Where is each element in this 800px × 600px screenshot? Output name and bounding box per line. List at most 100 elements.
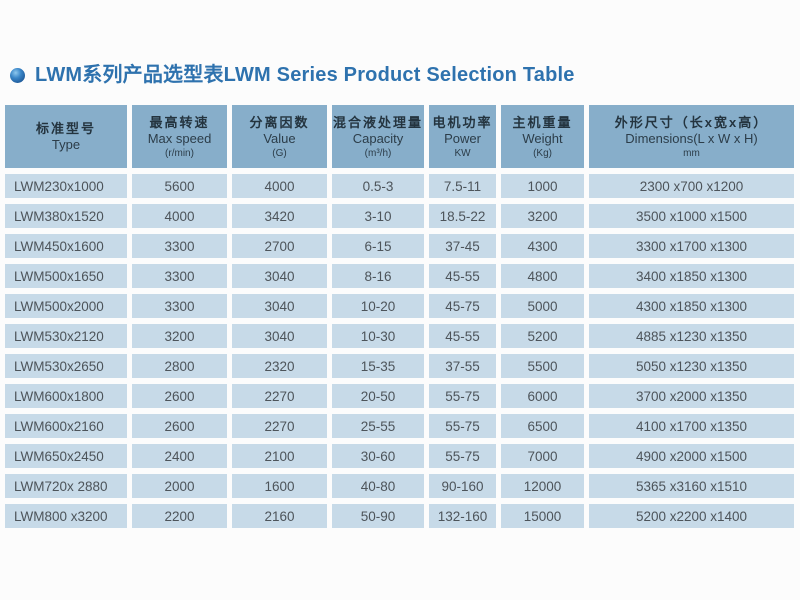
value-cell: 2100 xyxy=(232,444,327,468)
column-header-6: 主机重量 Weight (Kg) xyxy=(501,105,585,168)
column-header-en: Dimensions(L x W x H) xyxy=(625,130,758,146)
value-cell: 55-75 xyxy=(429,384,497,408)
value-cell: 5600 xyxy=(132,174,227,198)
table-header: 标准型号 Type 最高转速 Max speed (r/min) 分离因数 Value (G)… xyxy=(5,105,795,168)
model-cell: LWM720x 2880 xyxy=(5,474,127,498)
value-cell: 4300 xyxy=(501,234,585,258)
column-header-zh: 混合液处理量 xyxy=(333,114,424,130)
value-cell: 37-55 xyxy=(429,354,497,378)
value-cell: 0.5-3 xyxy=(332,174,425,198)
column-header-unit: KW xyxy=(454,147,471,159)
table-row: LWM230x1000 5600 4000 0.5-3 7.5-11 1000 2300 x… xyxy=(5,174,795,198)
value-cell: 5200 x2200 x1400 xyxy=(589,504,795,528)
value-cell: 5000 xyxy=(501,294,585,318)
column-header-unit: (G) xyxy=(272,147,287,159)
value-cell: 3300 x1700 x1300 xyxy=(589,234,795,258)
table-row: LWM800 x3200 2200 2160 50-90 132-160 15000 520… xyxy=(5,504,795,528)
value-cell: 2400 xyxy=(132,444,227,468)
table-row: LWM530x2650 2800 2320 15-35 37-55 5500 5050 x1… xyxy=(5,354,795,378)
model-cell: LWM380x1520 xyxy=(5,204,127,228)
value-cell: 5050 x1230 x1350 xyxy=(589,354,795,378)
value-cell: 2320 xyxy=(232,354,327,378)
value-cell: 1600 xyxy=(232,474,327,498)
model-cell: LWM600x2160 xyxy=(5,414,127,438)
value-cell: 3420 xyxy=(232,204,327,228)
column-header-zh: 最高转速 xyxy=(149,114,210,130)
value-cell: 50-90 xyxy=(332,504,425,528)
page-title-row: LWM系列产品选型表LWM Series Product Selection T… xyxy=(10,64,800,86)
value-cell: 4885 x1230 x1350 xyxy=(589,324,795,348)
value-cell: 3300 xyxy=(132,234,227,258)
value-cell: 4100 x1700 x1350 xyxy=(589,414,795,438)
value-cell: 40-80 xyxy=(332,474,425,498)
column-header-3: 分离因数 Value (G) xyxy=(232,105,327,168)
bullet-icon xyxy=(10,67,25,83)
value-cell: 1000 xyxy=(501,174,585,198)
value-cell: 90-160 xyxy=(429,474,497,498)
model-cell: LWM530x2650 xyxy=(5,354,127,378)
value-cell: 37-45 xyxy=(429,234,497,258)
value-cell: 20-50 xyxy=(332,384,425,408)
column-header-en: Weight xyxy=(522,130,563,146)
column-header-en: Max speed xyxy=(147,130,212,146)
value-cell: 15000 xyxy=(501,504,585,528)
value-cell: 18.5-22 xyxy=(429,204,497,228)
value-cell: 45-75 xyxy=(429,294,497,318)
value-cell: 2800 xyxy=(132,354,227,378)
model-cell: LWM450x1600 xyxy=(5,234,127,258)
column-header-en: Value xyxy=(263,130,296,146)
value-cell: 2270 xyxy=(232,414,327,438)
value-cell: 6-15 xyxy=(332,234,425,258)
value-cell: 5500 xyxy=(501,354,585,378)
value-cell: 2600 xyxy=(132,414,227,438)
value-cell: 3-10 xyxy=(332,204,425,228)
value-cell: 2000 xyxy=(132,474,227,498)
column-header-en: Power xyxy=(444,130,481,146)
column-header-unit: (r/min) xyxy=(165,147,194,159)
table-row: LWM380x1520 4000 3420 3-10 18.5-22 3200 3500 x… xyxy=(5,204,795,228)
value-cell: 15-35 xyxy=(332,354,425,378)
model-cell: LWM650x2450 xyxy=(5,444,127,468)
value-cell: 10-20 xyxy=(332,294,425,318)
column-header-unit: (Kg) xyxy=(533,147,552,159)
value-cell: 3040 xyxy=(232,324,327,348)
value-cell: 55-75 xyxy=(429,414,497,438)
value-cell: 3040 xyxy=(232,294,327,318)
column-header-1: 标准型号 Type xyxy=(5,105,127,168)
table-row: LWM500x2000 3300 3040 10-20 45-75 5000 4300 x1… xyxy=(5,294,795,318)
value-cell: 5200 xyxy=(501,324,585,348)
column-header-zh: 外形尺寸（长x宽x高） xyxy=(614,114,769,130)
column-header-en: Capacity xyxy=(352,130,404,146)
value-cell: 25-55 xyxy=(332,414,425,438)
value-cell: 6000 xyxy=(501,384,585,408)
value-cell: 5365 x3160 x1510 xyxy=(589,474,795,498)
column-header-zh: 分离因数 xyxy=(249,114,310,130)
column-header-7: 外形尺寸（长x宽x高） Dimensions(L x W x H) mm xyxy=(589,105,795,168)
value-cell: 2270 xyxy=(232,384,327,408)
column-header-zh: 标准型号 xyxy=(35,121,96,136)
value-cell: 3040 xyxy=(232,264,327,288)
value-cell: 30-60 xyxy=(332,444,425,468)
column-header-unit: (m³/h) xyxy=(364,147,392,159)
value-cell: 12000 xyxy=(501,474,585,498)
value-cell: 6500 xyxy=(501,414,585,438)
table-row: LWM600x1800 2600 2270 20-50 55-75 6000 3700 x2… xyxy=(5,384,795,408)
table-row: LWM650x2450 2400 2100 30-60 55-75 7000 4900 x2… xyxy=(5,444,795,468)
model-cell: LWM500x1650 xyxy=(5,264,127,288)
column-header-4: 混合液处理量 Capacity (m³/h) xyxy=(332,105,425,168)
column-header-unit: mm xyxy=(683,147,700,159)
value-cell: 132-160 xyxy=(429,504,497,528)
value-cell: 7.5-11 xyxy=(429,174,497,198)
value-cell: 3300 xyxy=(132,294,227,318)
table-row: LWM530x2120 3200 3040 10-30 45-55 5200 4885 x1… xyxy=(5,324,795,348)
table-row: LWM450x1600 3300 2700 6-15 37-45 4300 3300 x17… xyxy=(5,234,795,258)
column-header-2: 最高转速 Max speed (r/min) xyxy=(132,105,227,168)
model-cell: LWM500x2000 xyxy=(5,294,127,318)
value-cell: 4800 xyxy=(501,264,585,288)
model-cell: LWM800 x3200 xyxy=(5,504,127,528)
value-cell: 2160 xyxy=(232,504,327,528)
value-cell: 3500 x1000 x1500 xyxy=(589,204,795,228)
column-header-en: Type xyxy=(51,137,81,152)
value-cell: 7000 xyxy=(501,444,585,468)
